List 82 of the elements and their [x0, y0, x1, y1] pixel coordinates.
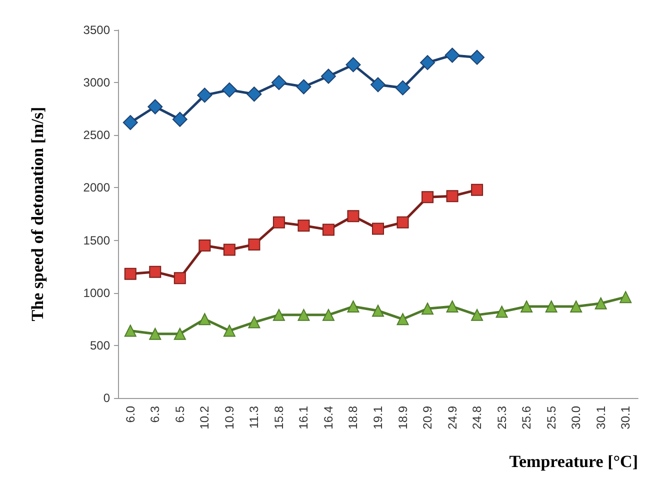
point: [298, 308, 310, 321]
point: [322, 308, 334, 321]
point: [198, 313, 211, 326]
point: [223, 244, 236, 256]
point: [471, 308, 484, 321]
point: [149, 328, 162, 340]
x-tick-label: 6.3: [148, 406, 162, 423]
point: [272, 308, 285, 321]
x-tick-label: 25.3: [494, 406, 509, 430]
x-tick-label: 16.1: [296, 406, 311, 430]
y-tick-label: 2000: [83, 180, 110, 195]
point: [395, 80, 410, 96]
point: [272, 216, 285, 228]
point: [248, 316, 260, 328]
point: [223, 324, 236, 337]
point: [149, 266, 162, 278]
point: [198, 240, 211, 252]
x-tick-label: 24.8: [470, 406, 484, 430]
point: [197, 88, 212, 103]
y-axis-title: The speed of detonation [m/s]: [28, 106, 47, 322]
point: [446, 190, 458, 202]
point: [271, 75, 286, 90]
x-tick-label: 11.3: [247, 406, 262, 428]
y-tick-label: 0: [103, 391, 110, 405]
x-tick-label: 16.4: [321, 406, 336, 430]
point: [246, 86, 262, 102]
y-tick-label: 500: [90, 338, 110, 352]
point: [148, 99, 163, 114]
point: [570, 300, 582, 313]
point: [298, 220, 310, 232]
point: [446, 300, 458, 313]
point: [594, 297, 607, 310]
point: [545, 300, 558, 313]
x-tick-label: 24.9: [445, 406, 460, 430]
point: [124, 268, 136, 280]
x-tick-label: 30.0: [569, 406, 584, 430]
x-tick-label: 25.6: [520, 406, 534, 430]
point: [420, 55, 436, 70]
point: [347, 210, 360, 222]
point: [346, 57, 361, 72]
x-tick-label: 15.8: [272, 406, 286, 430]
y-tick-label: 1000: [83, 286, 110, 300]
x-tick-label: 10.2: [198, 406, 212, 430]
point: [322, 224, 334, 236]
point: [422, 191, 434, 204]
y-tick-label: 1500: [83, 233, 110, 248]
y-tick-label: 2500: [83, 128, 110, 142]
x-tick-label: 6.5: [172, 406, 187, 423]
y-tick-label: 3000: [83, 76, 110, 90]
x-tick-label: 19.1: [371, 406, 385, 430]
x-axis-title: Tempreature [°C]: [509, 452, 638, 471]
point: [471, 184, 484, 196]
point: [520, 300, 533, 313]
point: [174, 328, 186, 340]
x-tick-label: 6.0: [123, 406, 138, 423]
point: [172, 112, 188, 127]
x-tick-label: 30.1: [594, 406, 608, 430]
point: [124, 324, 136, 337]
point: [347, 300, 360, 313]
point: [174, 272, 186, 284]
x-tick-label: 30.1: [618, 406, 633, 430]
point: [444, 48, 460, 63]
x-tick-label: 20.9: [420, 406, 435, 430]
point: [372, 222, 384, 235]
point: [370, 77, 386, 92]
point: [620, 291, 632, 304]
point: [470, 50, 485, 65]
x-tick-label: 10.9: [222, 406, 236, 430]
x-tick-label: 25.5: [544, 406, 558, 430]
point: [396, 313, 409, 326]
y-tick-label: 3500: [83, 23, 110, 37]
x-tick-label: 18.8: [346, 406, 360, 430]
point: [248, 238, 260, 250]
point: [372, 304, 384, 317]
point: [122, 115, 138, 130]
point: [320, 68, 336, 84]
point: [396, 216, 409, 228]
x-tick-label: 18.9: [396, 406, 410, 430]
point: [296, 79, 312, 94]
point: [422, 302, 434, 315]
point: [496, 306, 508, 318]
point: [222, 82, 237, 98]
